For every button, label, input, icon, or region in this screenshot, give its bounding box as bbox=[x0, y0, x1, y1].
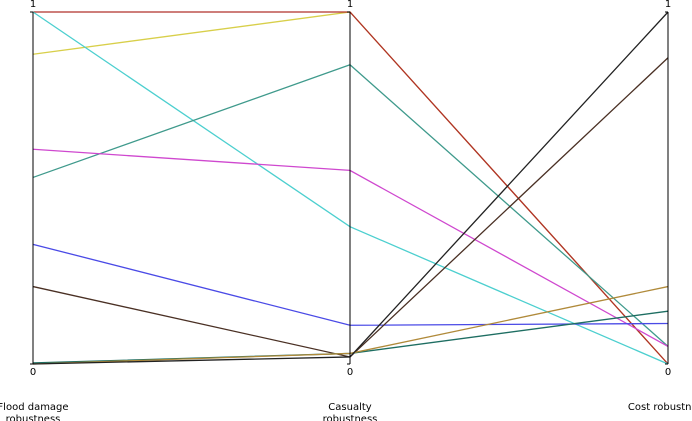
axis-label: Casualty robustness bbox=[322, 402, 378, 421]
tick-label: 0 bbox=[347, 367, 353, 378]
tick-label: 0 bbox=[30, 367, 36, 378]
axis-label: Flood damage robustness bbox=[0, 402, 69, 421]
tick-label: 0 bbox=[665, 367, 671, 378]
tick-label: 1 bbox=[30, 0, 36, 10]
axis-label: Cost robustness bbox=[627, 402, 692, 413]
tick-label: 1 bbox=[665, 0, 671, 10]
tick-label: 1 bbox=[347, 0, 353, 10]
